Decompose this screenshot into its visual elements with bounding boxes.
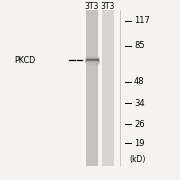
Text: 85: 85 — [134, 41, 145, 50]
Bar — [86, 10, 98, 166]
Text: (kD): (kD) — [130, 155, 146, 164]
Text: 48: 48 — [134, 77, 145, 86]
Text: 117: 117 — [134, 16, 150, 25]
Bar — [102, 10, 114, 166]
Text: 3T3: 3T3 — [101, 2, 115, 11]
Text: 19: 19 — [134, 139, 145, 148]
Text: 26: 26 — [134, 120, 145, 129]
Text: 34: 34 — [134, 99, 145, 108]
Text: PKCD: PKCD — [14, 56, 36, 65]
Text: 3T3: 3T3 — [85, 2, 99, 11]
